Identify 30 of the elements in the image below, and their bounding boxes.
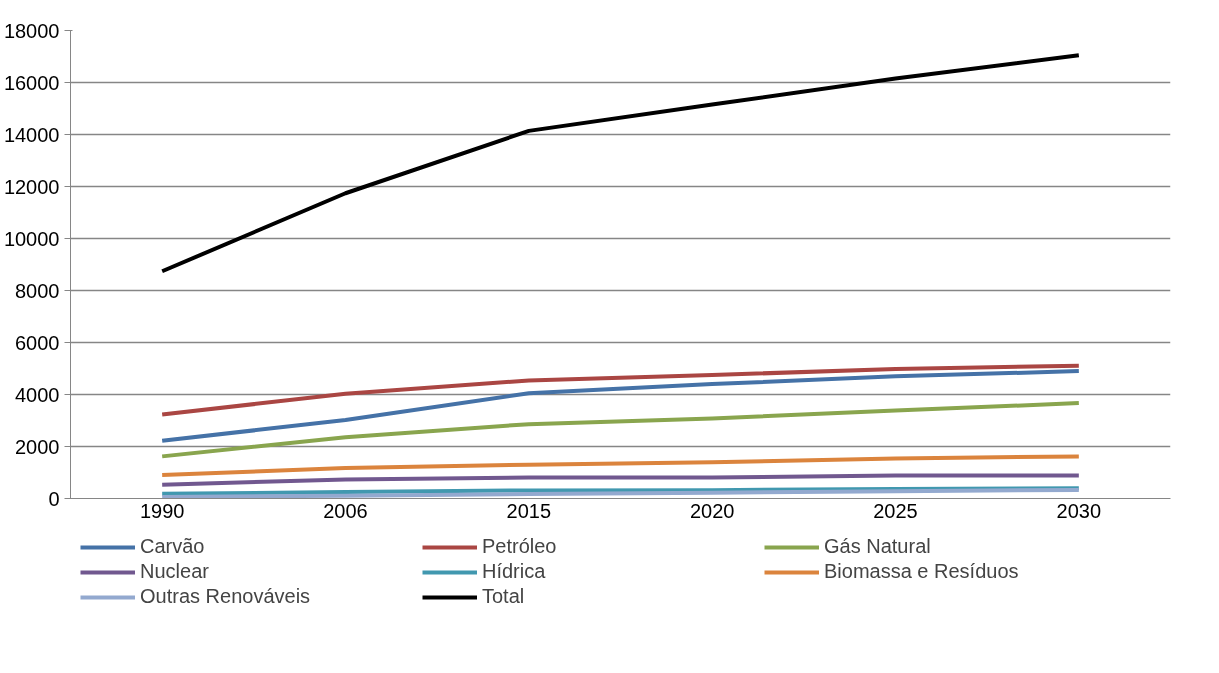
y-tick-label: 14000 <box>3 123 60 146</box>
y-tick-label: 10000 <box>3 227 60 250</box>
line-series <box>160 473 1081 487</box>
legend-label: Outras Renováveis <box>140 585 312 608</box>
line-series <box>160 401 1081 459</box>
legend-label: Petróleo <box>482 535 558 558</box>
x-tick-label: 2020 <box>689 499 735 522</box>
x-tick-label: 1990 <box>139 499 185 522</box>
legend-label: Biomassa e Resíduos <box>824 560 1020 583</box>
line-series <box>160 454 1081 478</box>
legend-label: Gás Natural <box>824 535 932 558</box>
line-series <box>160 53 1081 274</box>
y-tick-label: 16000 <box>3 71 60 94</box>
legend-label: Carvão <box>140 535 206 558</box>
line-series <box>160 369 1081 443</box>
legend-label: Total <box>482 585 526 608</box>
x-tick-label: 2025 <box>873 499 918 522</box>
x-tick-label: 2015 <box>506 499 552 522</box>
legend-label: Hídrica <box>482 560 547 583</box>
y-tick-label: 4000 <box>15 383 60 406</box>
y-tick-label: 6000 <box>15 331 60 354</box>
y-tick-label: 8000 <box>15 279 60 302</box>
y-tick-label: 18000 <box>3 19 60 42</box>
x-tick-label: 2030 <box>1056 499 1102 522</box>
x-tick-label: 2006 <box>323 499 368 522</box>
y-tick-label: 2000 <box>15 435 60 458</box>
line-series <box>160 363 1081 417</box>
legend-label: Nuclear <box>140 560 210 583</box>
y-tick-label: 0 <box>48 487 60 510</box>
y-tick-label: 12000 <box>3 175 60 198</box>
